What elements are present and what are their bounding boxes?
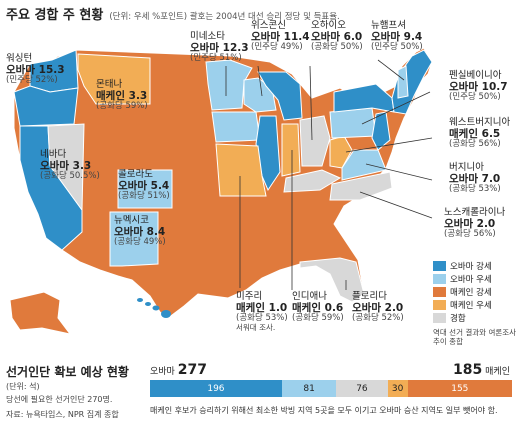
state-oregon [13, 85, 79, 127]
label-new-hampshire: 뉴햄프셔 오바마 9.4 (민주당 50%) [371, 20, 423, 53]
legend-swatch [433, 299, 446, 310]
legend-swatch [433, 286, 446, 297]
bar-note: 매케인 후보가 승리하기 위해선 최소한 박빙 지역 5곳을 모두 이기고 오바… [150, 406, 498, 415]
state-iowa [211, 111, 261, 143]
state-colorado [117, 169, 173, 209]
label-florida: 플로리다 오바마 2.0 (공화당 52%) [352, 291, 404, 324]
mccain-total: 185 매케인 [453, 362, 510, 378]
legend-swatch [433, 273, 446, 284]
bar-seg-obama-strong: 196 [150, 380, 282, 397]
state-missouri [215, 143, 267, 197]
state-hawaii [137, 298, 171, 318]
state-new-mexico [109, 211, 159, 267]
label-montana: 몬태나 매케인 3.3 (공화당 59%) [96, 79, 148, 112]
bar-seg-mccain-lean: 30 [387, 380, 408, 397]
label-nevada: 네바다 오바마 3.3 (공화당 50.5%) [40, 149, 100, 182]
label-minnesota: 미네소타 오바마 12.3 (민주당 51%) [190, 31, 249, 64]
legend-swatch [433, 260, 446, 271]
state-illinois [255, 115, 281, 192]
label-washington: 워싱턴 오바마 15.3 (민주당 52%) [6, 53, 65, 86]
state-ohio [299, 115, 331, 167]
state-minnesota [205, 59, 253, 111]
legend-item: 경합 [433, 311, 517, 324]
state-new-hampshire [397, 65, 409, 99]
state-pennsylvania [329, 107, 377, 139]
bar-seg-tossup: 76 [336, 380, 388, 397]
electoral-unit: (단위: 석) [6, 382, 40, 391]
obama-total: 오바마 277 [150, 362, 207, 378]
label-ohio: 오하이오 오바마 6.0 (공화당 50%) [311, 20, 363, 53]
electoral-needed: 당선에 필요한 선거인단 270명. [6, 395, 113, 404]
label-wisconsin: 위스콘신 오바마 11.4 (민주당 49%) [251, 20, 310, 53]
leader-lines [225, 59, 433, 290]
label-virginia: 버지니아 오바마 7.0 (공화당 53%) [449, 162, 501, 195]
legend-item: 매케인 강세 [433, 285, 517, 298]
electoral-bar: 196 81 76 30 155 [150, 380, 512, 397]
bar-seg-obama-lean: 81 [281, 380, 337, 397]
label-indiana: 인디애나 매케인 0.6 (공화당 59%) [292, 291, 344, 324]
state-nevada [47, 123, 85, 212]
bar-seg-mccain-strong: 155 [407, 380, 512, 397]
map-legend: 오바마 강세 오바마 우세 매케인 강세 매케인 우세 경합 역대 선거 결과와… [433, 259, 517, 347]
state-virginia [341, 149, 387, 181]
electoral-title: 선거인단 확보 예상 현황 [6, 365, 129, 379]
state-indiana [281, 123, 301, 177]
label-colorado: 콜로라도 오바마 5.4 (공화당 51%) [118, 169, 170, 202]
label-new-mexico: 뉴멕시코 오바마 8.4 (공화당 49%) [114, 215, 166, 248]
legend-item: 오바마 강세 [433, 259, 517, 272]
state-north-carolina [329, 171, 393, 201]
state-alaska [9, 291, 72, 335]
label-north-carolina: 노스캐롤라이나 오바마 2.0 (공화당 56%) [444, 207, 506, 240]
legend-item: 오바마 우세 [433, 272, 517, 285]
label-pennsylvania: 펜실베이니아 오바마 10.7 (민주당 50%) [449, 70, 508, 103]
state-montana [77, 53, 151, 105]
header: 주요 경합 주 현황 (단위: 우세 %포인트) 괄호는 2004년 대선 승리 … [6, 4, 340, 23]
source-note: 자료: 뉴욕타임스, NPR 집계 종합 [6, 410, 119, 419]
legend-item: 매케인 우세 [433, 298, 517, 311]
label-missouri: 미주리 매케인 1.0 (공화당 53%) 서워대 조사. [236, 291, 288, 332]
legend-note: 역대 선거 결과와 여론조사 추이 종합 [433, 328, 517, 347]
legend-swatch [433, 312, 446, 323]
page-title: 주요 경합 주 현황 [6, 8, 104, 23]
state-new-york [333, 83, 395, 113]
state-kentucky [283, 169, 342, 193]
label-west-virginia: 웨스트버지니아 매케인 6.5 (공화당 56%) [449, 117, 511, 150]
us-electoral-map [9, 47, 433, 335]
page-subtitle: (단위: 우세 %포인트) 괄호는 2004년 대선 승리 정당 및 득표율. [109, 12, 340, 22]
state-michigan [257, 71, 303, 121]
state-florida [299, 257, 365, 303]
state-mid-atlantic [371, 111, 391, 151]
